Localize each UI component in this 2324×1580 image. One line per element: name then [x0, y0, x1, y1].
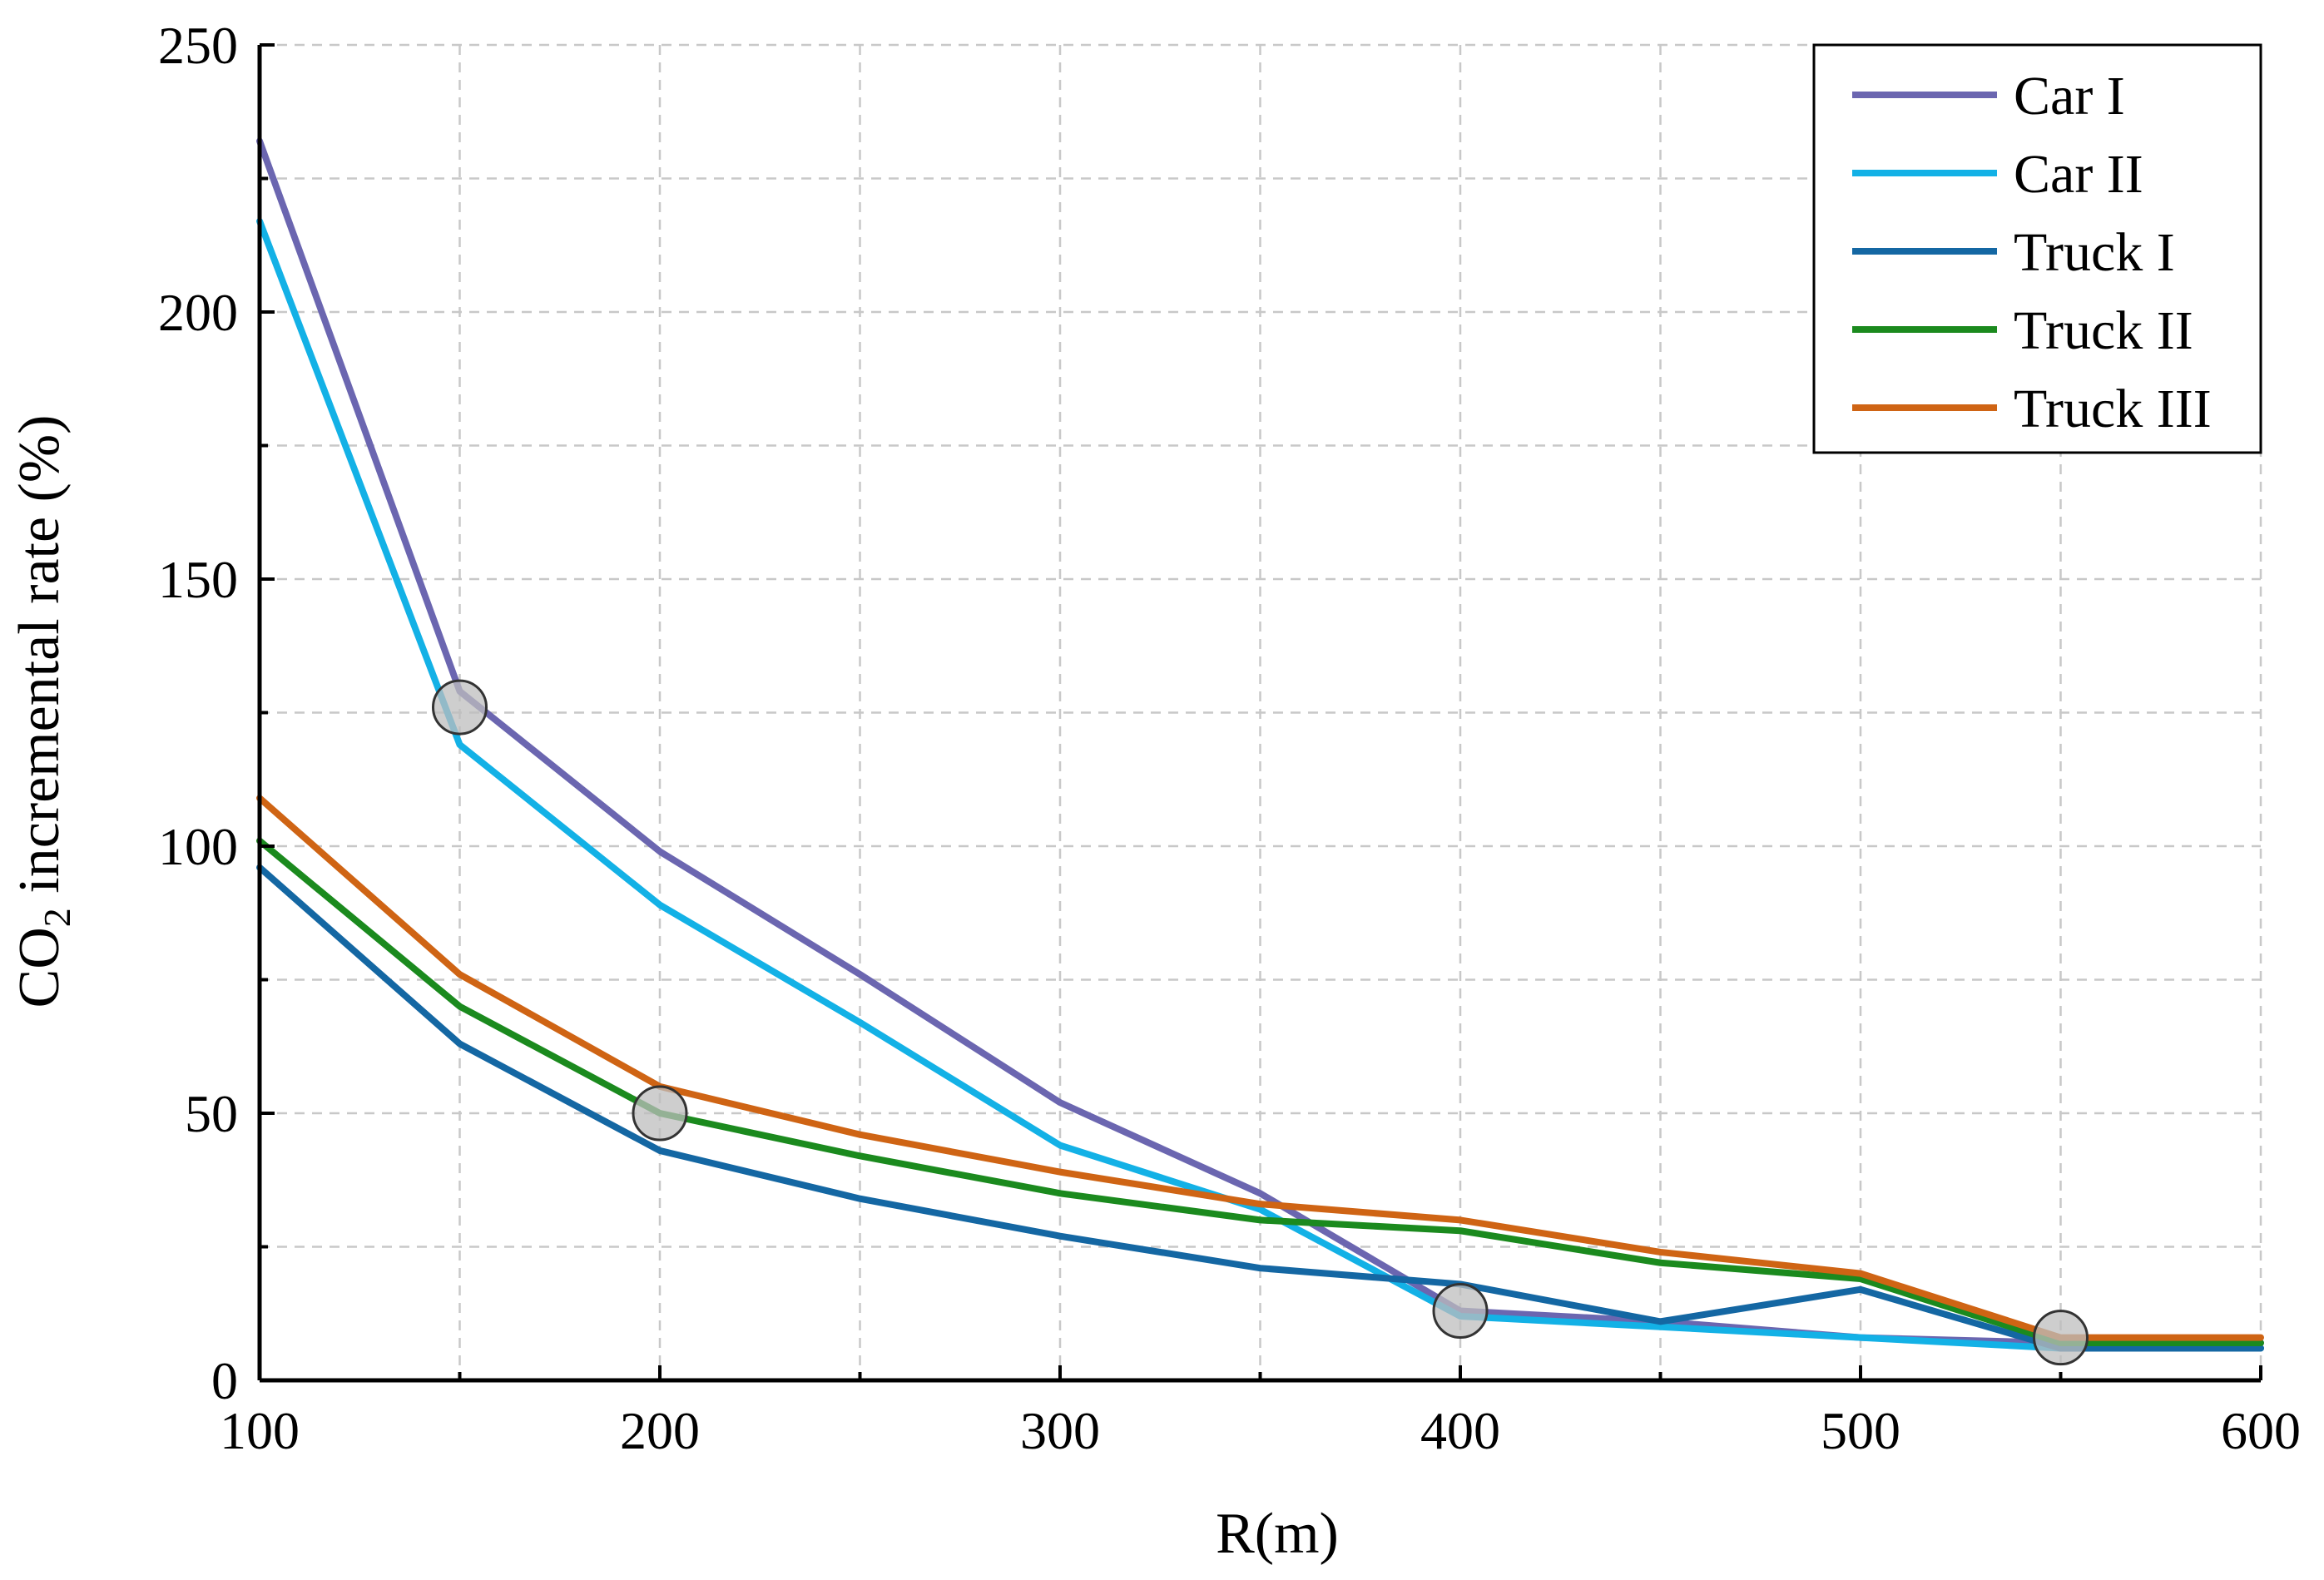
x-tick-label: 200 — [620, 1401, 700, 1460]
y-tick-label: 0 — [211, 1351, 238, 1410]
highlight-point — [632, 1085, 688, 1142]
highlight-point — [1432, 1283, 1489, 1340]
legend-label: Truck I — [2014, 222, 2175, 283]
series-line-truck-i — [256, 864, 2264, 1352]
y-tick-label: 200 — [158, 283, 238, 342]
tick-labels: 100 200 300 400 500 600 0 50 100 150 200 250 — [158, 16, 2301, 1460]
y-tick-label: 50 — [185, 1084, 238, 1143]
x-tick-label: 100 — [220, 1401, 300, 1460]
y-tick-label: 150 — [158, 550, 238, 609]
highlight-point — [432, 679, 488, 736]
legend-label: Truck II — [2014, 300, 2193, 361]
legend-label: Car I — [2014, 66, 2125, 126]
y-axis-title-main: CO — [7, 927, 72, 1008]
series-line-truck-iii — [256, 795, 2264, 1341]
highlight-point — [2033, 1310, 2089, 1366]
highlight-markers — [432, 679, 2089, 1366]
y-axis-title-rest: incremental rate (%) — [7, 415, 72, 909]
x-axis-title: R(m) — [1216, 1502, 1339, 1566]
y-tick-label: 250 — [158, 16, 238, 75]
series-line-truck-ii — [256, 837, 2264, 1347]
x-tick-label: 600 — [2221, 1401, 2301, 1460]
series-line-car-ii — [256, 217, 2264, 1352]
legend: Car I Car II Truck I Truck II Truck III — [1812, 43, 2262, 454]
x-tick-label: 400 — [1420, 1401, 1500, 1460]
x-tick-label: 300 — [1020, 1401, 1100, 1460]
grid — [260, 43, 2262, 1380]
series-lines — [256, 137, 2264, 1352]
y-axis-title-subscript: 2 — [36, 908, 78, 927]
axis-ticks — [258, 43, 2262, 1382]
y-tick-label: 100 — [158, 817, 238, 876]
x-tick-label: 500 — [1821, 1401, 1900, 1460]
legend-label: Car II — [2014, 144, 2143, 205]
legend-label: Truck III — [2014, 379, 2212, 439]
y-axis-title: CO2 incremental rate (%) — [7, 415, 78, 1008]
